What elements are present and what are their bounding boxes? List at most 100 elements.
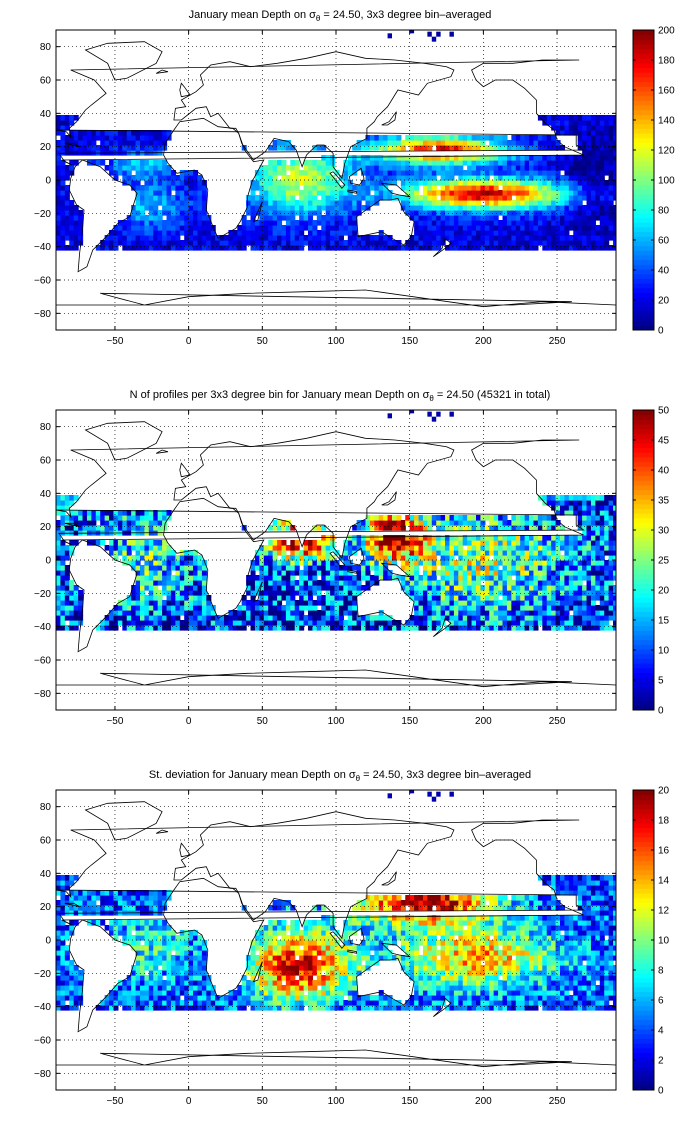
bin-cell xyxy=(511,520,516,526)
bin-cell xyxy=(414,200,419,206)
bin-cell xyxy=(56,585,61,591)
bin-cell xyxy=(149,160,154,166)
bin-cell xyxy=(379,245,384,251)
bin-cell xyxy=(374,550,379,556)
bin-cell xyxy=(529,540,534,546)
bin-cell xyxy=(529,160,534,166)
bin-cell xyxy=(264,230,269,236)
bin-cell xyxy=(158,560,163,566)
bin-cell xyxy=(569,600,574,606)
bin-cell xyxy=(60,195,65,201)
bin-cell xyxy=(498,240,503,246)
bin-cell xyxy=(556,500,561,506)
bin-cell xyxy=(197,175,202,181)
bin-cell xyxy=(480,225,485,231)
bin-cell xyxy=(604,210,609,216)
bin-cell xyxy=(65,905,70,911)
bin-cell xyxy=(454,570,459,576)
bin-cell xyxy=(83,510,88,516)
bin-cell xyxy=(317,185,322,191)
bin-cell xyxy=(427,245,432,251)
bin-cell xyxy=(542,220,547,226)
bin-cell xyxy=(388,140,393,146)
bin-cell xyxy=(587,595,592,601)
bin-cell xyxy=(511,615,516,621)
bin-cell xyxy=(78,235,83,241)
bin-cell xyxy=(542,525,547,531)
bin-cell xyxy=(56,600,61,606)
bin-cell xyxy=(308,180,313,186)
bin-cell xyxy=(273,560,278,566)
bin-cell xyxy=(449,225,454,231)
bin-cell xyxy=(127,520,132,526)
bin-cell xyxy=(427,585,432,591)
bin-cell xyxy=(573,185,578,191)
bin-cell xyxy=(511,540,516,546)
bin-cell xyxy=(609,625,614,631)
bin-cell xyxy=(149,585,154,591)
bin-cell xyxy=(65,965,70,971)
bin-cell xyxy=(423,135,428,141)
bin-cell xyxy=(175,240,180,246)
bin-cell xyxy=(304,165,309,171)
bin-cell xyxy=(197,245,202,251)
colorbar-band xyxy=(633,640,654,645)
bin-cell xyxy=(197,235,202,241)
bin-cell xyxy=(100,145,105,151)
bin-cell xyxy=(149,135,154,141)
bin-cell xyxy=(136,220,141,226)
bin-cell xyxy=(441,180,446,186)
bin-cell xyxy=(449,412,453,417)
coastline xyxy=(86,42,163,80)
bin-cell xyxy=(467,575,472,581)
bin-cell xyxy=(326,200,331,206)
bin-cell xyxy=(352,565,357,571)
bin-cell xyxy=(113,230,118,236)
bin-cell xyxy=(335,215,340,221)
bin-cell xyxy=(547,615,552,621)
bin-cell xyxy=(494,140,499,146)
bin-cell xyxy=(595,145,600,151)
bin-cell xyxy=(507,565,512,571)
bin-cell xyxy=(458,165,463,171)
bin-cell xyxy=(498,575,503,581)
bin-cell xyxy=(189,605,194,611)
bin-cell xyxy=(122,615,127,621)
bin-cell xyxy=(560,190,565,196)
bin-cell xyxy=(357,535,362,541)
bin-cell xyxy=(472,610,477,616)
bin-cell xyxy=(458,585,463,591)
bin-cell xyxy=(436,515,441,521)
bin-cell xyxy=(330,225,335,231)
bin-cell xyxy=(529,595,534,601)
bin-cell xyxy=(60,150,65,156)
bin-cell xyxy=(485,525,490,531)
bin-cell xyxy=(149,180,154,186)
bin-cell xyxy=(370,245,375,251)
bin-cell xyxy=(485,600,490,606)
bin-cell xyxy=(153,170,158,176)
bin-cell xyxy=(436,230,441,236)
bin-cell xyxy=(140,190,145,196)
bin-cell xyxy=(277,550,282,556)
bin-cell xyxy=(277,545,282,551)
bin-cell xyxy=(153,215,158,221)
colorbar-tick-label: 180 xyxy=(658,56,675,67)
bin-cell xyxy=(609,600,614,606)
bin-cell xyxy=(60,900,65,906)
bin-cell xyxy=(281,180,286,186)
bin-cell xyxy=(140,605,145,611)
bin-cell xyxy=(60,180,65,186)
bin-cell xyxy=(392,245,397,251)
bin-cell xyxy=(582,540,587,546)
bin-cell xyxy=(480,545,485,551)
bin-cell xyxy=(308,580,313,586)
bin-cell xyxy=(503,140,508,146)
bin-cell xyxy=(326,185,331,191)
bin-cell xyxy=(449,600,454,606)
bin-cell xyxy=(396,245,401,251)
bin-cell xyxy=(591,620,596,626)
bin-cell xyxy=(74,600,79,606)
bin-cell xyxy=(419,175,424,181)
bin-cell xyxy=(498,195,503,201)
